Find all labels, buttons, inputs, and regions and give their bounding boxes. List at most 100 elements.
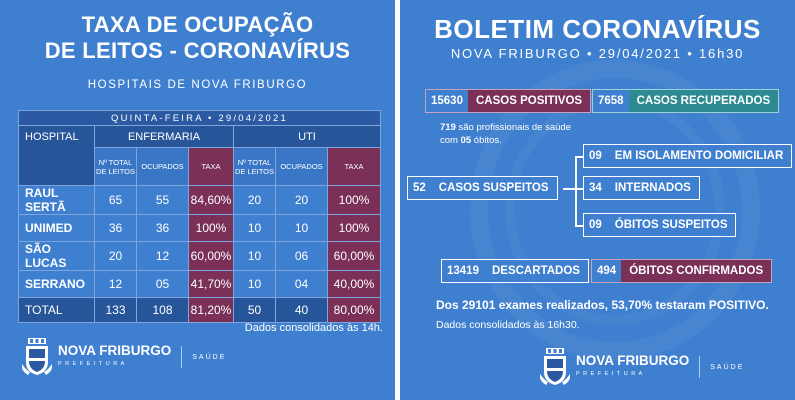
uti-ocupados: 06 bbox=[275, 241, 328, 271]
table-date-row: QUINTA-FEIRA • 29/04/2021 bbox=[18, 110, 381, 126]
header-enfermaria: ENFERMARIA bbox=[94, 125, 234, 148]
logo-divider bbox=[181, 346, 183, 368]
logo-name: NOVA FRIBURGO bbox=[58, 342, 172, 358]
enf-total: 36 bbox=[94, 214, 137, 242]
logo-saude: SAÚDE bbox=[710, 363, 745, 371]
total-enf-ocupados: 108 bbox=[136, 297, 189, 323]
table-row: UNIMED 36 36 100% 10 10 100% bbox=[18, 214, 381, 242]
uti-total: 20 bbox=[233, 185, 276, 215]
obitos-confirmados-box: 494 ÓBITOS CONFIRMADOS bbox=[591, 259, 773, 283]
table-row: SERRANO 12 05 41,70% 10 04 40,00% bbox=[18, 270, 381, 298]
casos-recuperados-label: CASOS RECUPERADOS bbox=[636, 95, 771, 107]
uti-taxa: 60,00% bbox=[327, 241, 381, 271]
casos-positivos-box: 15630 CASOS POSITIVOS bbox=[425, 89, 592, 113]
subheader-enf-total: Nº TOTAL DE LEITOS bbox=[94, 147, 137, 186]
obitos-suspeitos-label: ÓBITOS SUSPEITOS bbox=[606, 214, 736, 236]
enf-total: 65 bbox=[94, 185, 137, 215]
professionals-text: 719 são profissionais de saúde com 05 ób… bbox=[440, 121, 571, 147]
occupancy-table: QUINTA-FEIRA • 29/04/2021 HOSPITAL ENFER… bbox=[18, 110, 381, 323]
enf-taxa: 100% bbox=[188, 214, 234, 242]
enf-total: 20 bbox=[94, 241, 137, 271]
table-subheader-row: Nº TOTAL DE LEITOS OCUPADOS TAXA Nº TOTA… bbox=[19, 147, 381, 186]
subheader-enf-taxa: TAXA bbox=[188, 147, 234, 186]
obitos-suspeitos-box: 09 ÓBITOS SUSPEITOS bbox=[583, 213, 737, 237]
enf-ocupados: 55 bbox=[136, 185, 189, 215]
enf-total: 12 bbox=[94, 270, 137, 298]
total-enf-taxa: 81,20% bbox=[188, 297, 234, 323]
table-header-row: HOSPITAL ENFERMARIA UTI bbox=[18, 125, 381, 186]
hospital-name: SÃO LUCAS bbox=[18, 241, 95, 271]
uti-ocupados: 04 bbox=[275, 270, 328, 298]
bulletin-note: Dados consolidados às 16h30. bbox=[436, 319, 580, 331]
table-row: SÃO LUCAS 20 12 60,00% 10 06 60,00% bbox=[18, 241, 381, 271]
coat-of-arms-icon bbox=[540, 348, 570, 386]
descartados-number: 13419 bbox=[442, 260, 484, 282]
subheader-uti-ocupados: OCUPADOS bbox=[275, 147, 328, 186]
connector-isolamento bbox=[575, 156, 583, 158]
occupancy-note: Dados consolidados às 14h. bbox=[244, 322, 383, 334]
connector-internados bbox=[575, 188, 583, 190]
casos-suspeitos-box: 52 CASOS SUSPEITOS bbox=[407, 176, 558, 200]
descartados-label: DESCARTADOS bbox=[483, 260, 588, 282]
uti-ocupados: 10 bbox=[275, 214, 328, 242]
logo-saude: SAÚDE bbox=[192, 353, 227, 361]
total-uti-ocupados: 40 bbox=[275, 297, 328, 323]
right-panel: BOLETIM CORONAVÍRUS NOVA FRIBURGO • 29/0… bbox=[400, 0, 795, 400]
hospital-name: RAUL SERTÃ bbox=[18, 185, 95, 215]
uti-ocupados: 20 bbox=[275, 185, 328, 215]
total-uti-total: 50 bbox=[233, 297, 276, 323]
isolamento-box: 09 EM ISOLAMENTO DOMICILIAR bbox=[583, 144, 793, 168]
prefeitura-logo-right: NOVA FRIBURGO PREFEITURA SAÚDE bbox=[540, 348, 744, 386]
bulletin-title: BOLETIM CORONAVÍRUS bbox=[434, 14, 761, 44]
casos-suspeitos-label: CASOS SUSPEITOS bbox=[430, 177, 557, 199]
total-uti-taxa: 80,00% bbox=[327, 297, 381, 323]
prefeitura-logo: NOVA FRIBURGO PREFEITURA SAÚDE bbox=[22, 338, 226, 376]
panel-divider bbox=[395, 0, 400, 400]
uti-taxa: 40,00% bbox=[327, 270, 381, 298]
hospital-name: UNIMED bbox=[18, 214, 95, 242]
bulletin-subtitle: NOVA FRIBURGO • 29/04/2021 • 16h30 bbox=[450, 46, 745, 61]
uti-total: 10 bbox=[233, 214, 276, 242]
isolamento-label: EM ISOLAMENTO DOMICILIAR bbox=[606, 145, 792, 167]
obitos-confirmados-number: 494 bbox=[592, 260, 622, 282]
occupancy-subtitle: HOSPITAIS DE NOVA FRIBURGO bbox=[87, 79, 308, 91]
uti-total: 10 bbox=[233, 270, 276, 298]
enf-ocupados: 12 bbox=[136, 241, 189, 271]
obitos-suspeitos-number: 09 bbox=[584, 214, 607, 236]
enf-taxa: 41,70% bbox=[188, 270, 234, 298]
professionals-number: 719 bbox=[440, 122, 456, 133]
subheader-enf-ocupados: OCUPADOS bbox=[136, 147, 189, 186]
casos-suspeitos-number: 52 bbox=[408, 177, 431, 199]
professionals-text-2b: óbitos. bbox=[471, 135, 502, 146]
logo-prefeitura: PREFEITURA bbox=[58, 360, 128, 367]
header-hospital: HOSPITAL bbox=[18, 125, 95, 186]
casos-recuperados-number: 7658 bbox=[593, 90, 629, 112]
uti-taxa: 100% bbox=[327, 214, 381, 242]
professionals-text-1: são profissionais de saúde bbox=[455, 122, 571, 133]
subheader-uti-taxa: TAXA bbox=[327, 147, 381, 186]
uti-taxa: 100% bbox=[327, 185, 381, 215]
enf-taxa: 60,00% bbox=[188, 241, 234, 271]
enf-ocupados: 36 bbox=[136, 214, 189, 242]
enf-ocupados: 05 bbox=[136, 270, 189, 298]
professionals-text-2a: com bbox=[440, 135, 461, 146]
connector-main bbox=[563, 188, 575, 190]
internados-box: 34 INTERNADOS bbox=[583, 176, 700, 200]
casos-positivos-label: CASOS POSITIVOS bbox=[475, 95, 583, 107]
uti-total: 10 bbox=[233, 241, 276, 271]
internados-number: 34 bbox=[584, 177, 607, 199]
internados-label: INTERNADOS bbox=[606, 177, 699, 199]
obitos-confirmados-label: ÓBITOS CONFIRMADOS bbox=[629, 265, 764, 277]
left-panel: TAXA DE OCUPAÇÃO DE LEITOS - CORONAVÍRUS… bbox=[0, 0, 395, 400]
casos-recuperados-box: 7658 CASOS RECUPERADOS bbox=[592, 89, 780, 113]
connector-obitos-suspeitos bbox=[575, 225, 583, 227]
logo-name: NOVA FRIBURGO bbox=[576, 352, 690, 368]
hospital-name: SERRANO bbox=[18, 270, 95, 298]
professionals-deaths: 05 bbox=[460, 135, 472, 146]
enf-taxa: 84,60% bbox=[188, 185, 234, 215]
table-date: QUINTA-FEIRA • 29/04/2021 bbox=[18, 110, 381, 126]
occupancy-title-line2: DE LEITOS - CORONAVÍRUS bbox=[44, 38, 351, 63]
header-uti: UTI bbox=[233, 125, 381, 148]
table-total-row: TOTAL 133 108 81,20% 50 40 80,00% bbox=[18, 297, 381, 323]
subheader-uti-total: Nº TOTAL DE LEITOS bbox=[233, 147, 276, 186]
